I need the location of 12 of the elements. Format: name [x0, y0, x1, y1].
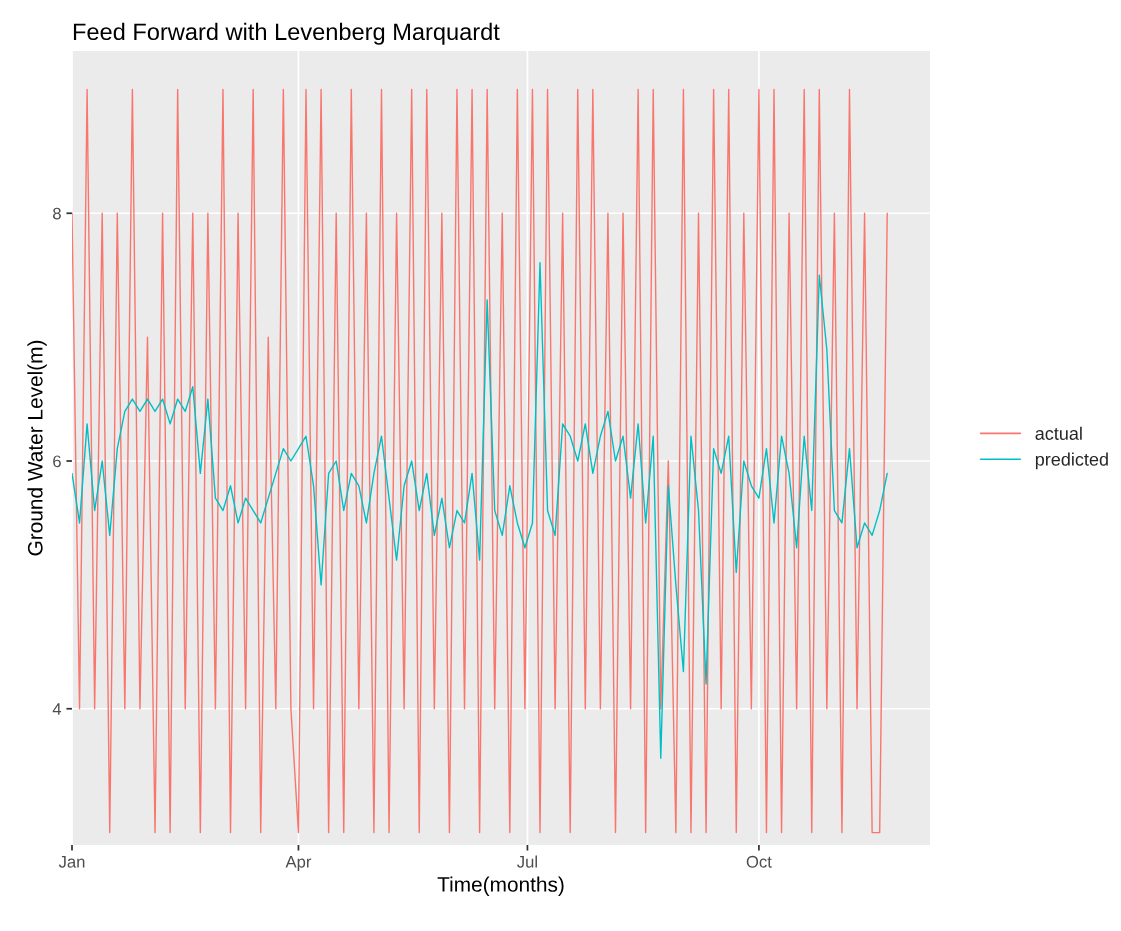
y-tick-label: 6	[53, 455, 61, 468]
legend-label: predicted	[1035, 452, 1108, 470]
x-tick-label: Jul	[517, 855, 537, 868]
chart-title: Feed Forward with Levenberg Marquardt	[73, 22, 500, 45]
x-tick-label: Jan	[58, 856, 85, 868]
y-tick-label: 8	[53, 207, 61, 220]
y-axis-title: Ground Water Level(m)	[27, 340, 47, 556]
x-axis-title: Time(months)	[437, 876, 564, 896]
x-tick-label: Apr	[285, 856, 312, 871]
y-tick-label: 4	[52, 703, 62, 715]
legend-label: actual	[1035, 426, 1082, 440]
x-tick-label: Oct	[746, 855, 772, 868]
